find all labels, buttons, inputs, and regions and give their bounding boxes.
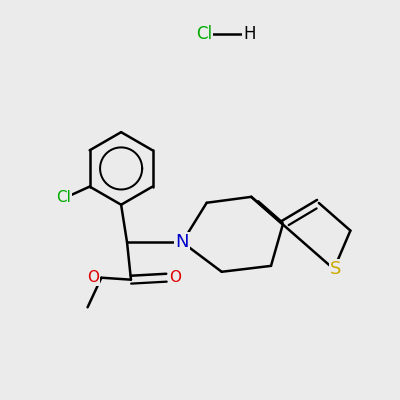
Text: S: S xyxy=(330,260,342,278)
Text: N: N xyxy=(176,233,189,251)
Text: Cl: Cl xyxy=(56,190,71,205)
Text: H: H xyxy=(243,25,256,43)
Text: N: N xyxy=(176,233,189,251)
Text: N: N xyxy=(176,233,189,251)
Text: Cl: Cl xyxy=(196,25,212,43)
Text: O: O xyxy=(87,270,99,285)
Text: O: O xyxy=(169,270,181,285)
